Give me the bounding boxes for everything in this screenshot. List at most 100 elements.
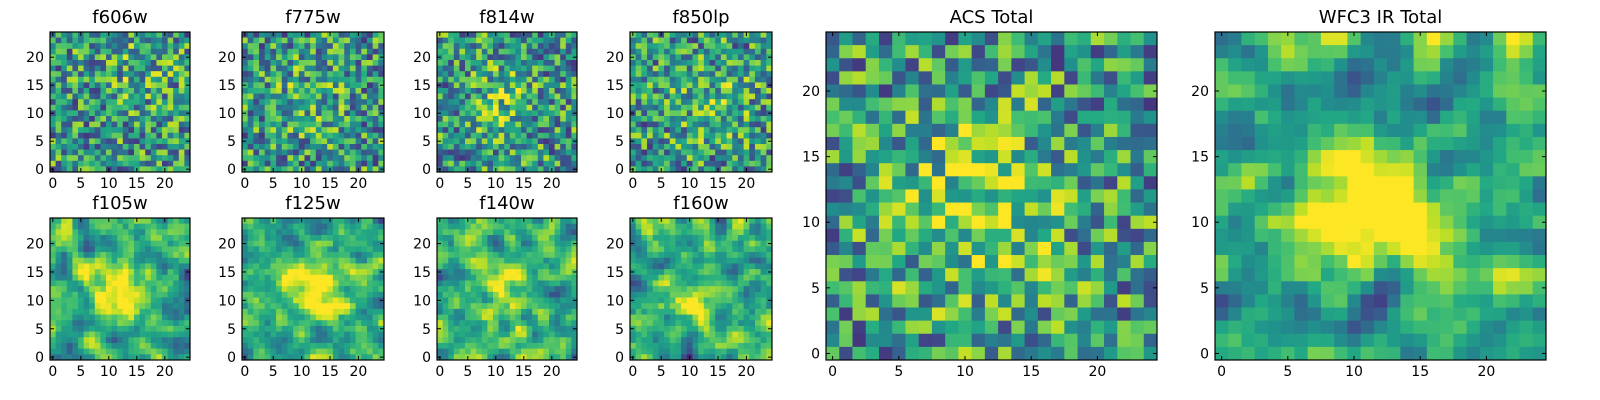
pixel (310, 121, 317, 128)
pixel (493, 348, 500, 355)
pixel (537, 223, 544, 230)
pixel (698, 65, 705, 72)
pixel (332, 65, 340, 72)
pixel (493, 308, 500, 316)
pixel (338, 286, 345, 293)
pixel (554, 60, 561, 67)
pixel (698, 76, 705, 83)
pixel (281, 218, 288, 225)
pixel (156, 60, 163, 67)
pixel (106, 48, 113, 55)
pixel (749, 155, 756, 162)
pixel (156, 263, 163, 270)
pixel (703, 286, 711, 293)
pixel (106, 65, 113, 72)
pixel (310, 166, 317, 173)
pixel (459, 291, 466, 299)
pixel (78, 138, 85, 145)
pixel (448, 104, 455, 111)
pixel (298, 229, 305, 236)
pixel (355, 48, 362, 55)
pixel (681, 43, 688, 50)
panel-frame (49, 217, 191, 361)
pixel (253, 303, 260, 310)
pixel (349, 337, 357, 344)
pixel (287, 314, 294, 321)
pixel (442, 166, 449, 173)
pixel (766, 93, 773, 100)
pixel (442, 149, 449, 156)
pixel (476, 37, 483, 44)
pixel (698, 138, 705, 145)
pixel (504, 354, 511, 361)
pixel (664, 303, 671, 310)
pixel (720, 240, 728, 247)
pixel (139, 71, 146, 78)
pixel (372, 155, 379, 162)
pixel (287, 110, 294, 117)
pixel (703, 76, 711, 83)
pixel (321, 320, 328, 327)
pixel (156, 48, 163, 55)
pixel (565, 110, 572, 117)
pixel (61, 88, 68, 95)
pixel (565, 354, 572, 361)
pixel (509, 246, 516, 253)
pixel (366, 60, 374, 67)
pixel (355, 274, 362, 281)
pixel (332, 37, 340, 44)
pixel (641, 257, 648, 264)
pixel (453, 116, 460, 123)
pixel (156, 229, 163, 236)
pixel (675, 280, 682, 287)
pixel (509, 269, 516, 276)
pixel (139, 127, 146, 134)
pixel (315, 37, 323, 44)
pixel (571, 60, 578, 67)
pixel (72, 54, 79, 61)
pixel (83, 166, 90, 173)
pixel (515, 269, 522, 276)
pixel (117, 314, 124, 321)
pixel (50, 320, 57, 327)
pixel (692, 65, 699, 72)
pixel (526, 88, 533, 95)
pixel (94, 160, 101, 167)
pixel (537, 325, 544, 333)
pixel (448, 297, 455, 304)
pixel (669, 218, 676, 225)
pixel (549, 104, 556, 111)
pixel (521, 155, 528, 162)
pixel (173, 166, 180, 173)
pixel (361, 303, 368, 310)
pixel (83, 218, 90, 225)
pixel (72, 314, 79, 321)
pixel (366, 155, 374, 162)
y-tick-label: 10 (218, 106, 236, 122)
pixel (526, 127, 533, 134)
pixel (743, 82, 750, 89)
pixel (554, 314, 561, 321)
pixel (509, 291, 516, 299)
pixel (242, 48, 249, 55)
pixel (465, 297, 472, 304)
pixel (145, 308, 152, 316)
pixel (349, 269, 357, 276)
pixel (686, 54, 693, 61)
pixel (703, 99, 711, 106)
pixel (287, 348, 294, 355)
pixel (111, 104, 118, 111)
pixel (521, 116, 528, 123)
y-tick-label: 20 (218, 237, 236, 253)
pixel (178, 297, 185, 304)
pixel (720, 132, 728, 139)
pixel (493, 325, 500, 333)
pixel (55, 88, 62, 95)
x-tick-label: 0 (435, 176, 444, 192)
pixel (156, 342, 163, 350)
pixel (55, 280, 62, 287)
x-tick-label: 10 (487, 176, 505, 192)
pixel (560, 263, 567, 270)
pixel (259, 65, 266, 72)
pixel (715, 43, 722, 50)
